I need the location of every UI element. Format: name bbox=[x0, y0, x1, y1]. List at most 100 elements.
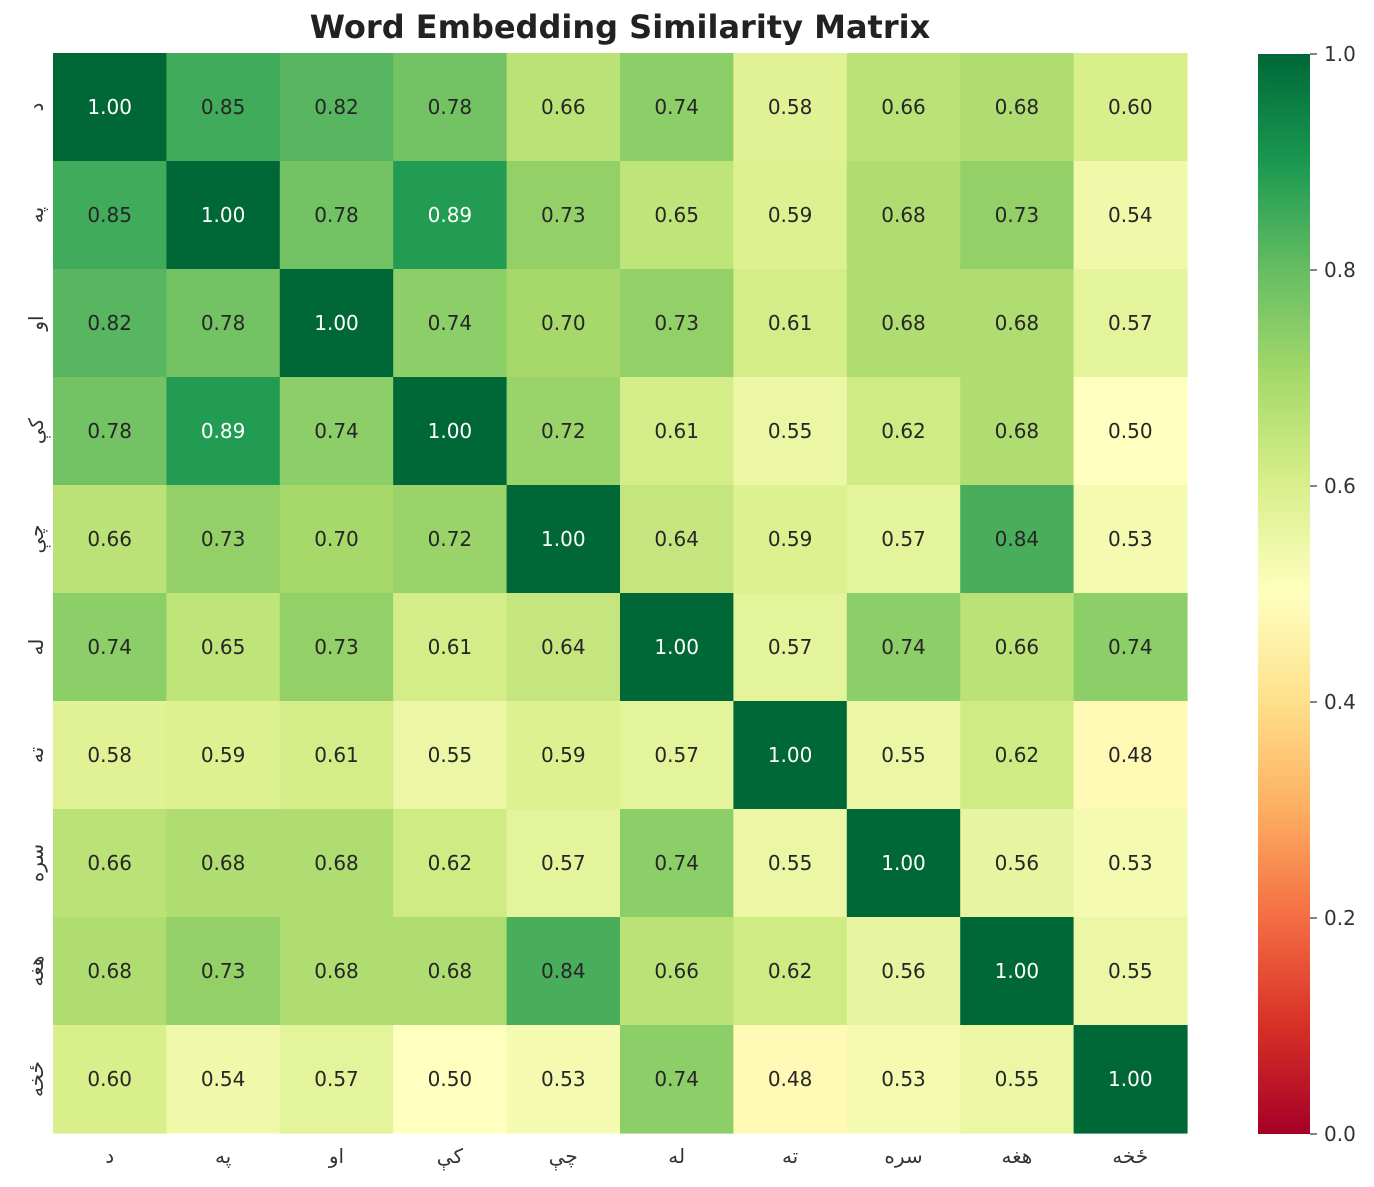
heatmap-cell bbox=[846, 53, 961, 162]
cell-value-label: 0.55 bbox=[768, 851, 813, 875]
cell-value-label: 1.00 bbox=[768, 743, 813, 767]
heatmap-cell bbox=[166, 161, 281, 270]
heatmap-cell bbox=[506, 53, 621, 162]
cell-value-label: 0.78 bbox=[428, 95, 473, 119]
chart-title: Word Embedding Similarity Matrix bbox=[309, 8, 931, 46]
cell-value-label: 0.59 bbox=[768, 527, 813, 551]
cell-value-label: 0.57 bbox=[1108, 311, 1153, 335]
cell-value-label: 0.58 bbox=[87, 743, 132, 767]
cell-value-label: 0.66 bbox=[995, 635, 1040, 659]
cell-value-label: 0.61 bbox=[314, 743, 359, 767]
cell-value-label: 0.48 bbox=[768, 1067, 813, 1091]
cell-value-label: 0.68 bbox=[428, 959, 473, 983]
heatmap-cell bbox=[506, 809, 621, 918]
heatmap-cell bbox=[393, 809, 508, 918]
heatmap-annotations: 1.00 0.85 0.82 0.78 0.66 0.74 0.58 0.66 0.68 0.60… bbox=[87, 95, 1152, 1091]
cell-value-label: 0.65 bbox=[201, 635, 246, 659]
cell-value-label: 0.54 bbox=[201, 1067, 246, 1091]
colorbar: 0.0 0.2 0.4 0.6 0.8 1.0 bbox=[1258, 42, 1356, 1146]
x-tick-label: د bbox=[105, 1144, 114, 1168]
cell-value-label: 1.00 bbox=[654, 635, 699, 659]
heatmap-cell bbox=[166, 269, 281, 378]
cell-value-label: 1.00 bbox=[1108, 1067, 1153, 1091]
cell-value-label: 0.82 bbox=[87, 311, 132, 335]
y-tick-label: سره bbox=[24, 844, 48, 882]
heatmap-cell bbox=[1073, 809, 1188, 918]
cell-value-label: 0.66 bbox=[881, 95, 926, 119]
heatmap-cell bbox=[1073, 161, 1188, 270]
heatmap-cell bbox=[506, 917, 621, 1026]
heatmap-cell bbox=[846, 593, 961, 702]
x-axis-ticks: د په او کې چې له ته سره هغه ځخه bbox=[105, 1144, 1148, 1171]
heatmap-cell bbox=[166, 593, 281, 702]
heatmap-cell bbox=[393, 701, 508, 810]
cell-value-label: 0.60 bbox=[1108, 95, 1153, 119]
heatmap-cell bbox=[620, 485, 734, 594]
heatmap-cell bbox=[620, 1025, 734, 1134]
cell-value-label: 0.74 bbox=[428, 311, 473, 335]
heatmap-cell bbox=[166, 485, 281, 594]
cell-value-label: 0.58 bbox=[768, 95, 813, 119]
heatmap-cell bbox=[620, 701, 734, 810]
cell-value-label: 0.70 bbox=[541, 311, 586, 335]
cell-value-label: 0.84 bbox=[541, 959, 586, 983]
cell-value-label: 0.59 bbox=[201, 743, 246, 767]
heatmap-cell bbox=[960, 1025, 1075, 1134]
heatmap-cell bbox=[166, 1025, 281, 1134]
cell-value-label: 0.48 bbox=[1108, 743, 1153, 767]
cell-value-label: 0.85 bbox=[201, 95, 246, 119]
cell-value-label: 0.74 bbox=[1108, 635, 1153, 659]
cell-value-label: 0.50 bbox=[1108, 419, 1153, 443]
cell-value-label: 0.57 bbox=[654, 743, 699, 767]
cell-value-label: 0.64 bbox=[654, 527, 699, 551]
heatmap-cell bbox=[53, 53, 167, 162]
cell-value-label: 0.65 bbox=[654, 203, 699, 227]
cell-value-label: 0.54 bbox=[1108, 203, 1153, 227]
cell-value-label: 0.82 bbox=[314, 95, 359, 119]
heatmap-cell bbox=[393, 1025, 508, 1134]
cell-value-label: 0.73 bbox=[201, 959, 246, 983]
heatmap-cell bbox=[960, 269, 1075, 378]
y-tick-label: په bbox=[24, 207, 49, 223]
heatmap-cell bbox=[53, 593, 167, 702]
colorbar-tick-label: 0.8 bbox=[1324, 258, 1356, 282]
cell-value-label: 0.62 bbox=[881, 419, 926, 443]
y-tick-label: او bbox=[24, 315, 48, 331]
heatmap-cell bbox=[393, 377, 508, 486]
heatmap-cell bbox=[279, 377, 394, 486]
cell-value-label: 0.73 bbox=[995, 203, 1040, 227]
heatmap-cell bbox=[393, 593, 508, 702]
cell-value-label: 1.00 bbox=[995, 959, 1040, 983]
heatmap-cell bbox=[393, 161, 508, 270]
cell-value-label: 0.55 bbox=[1108, 959, 1153, 983]
heatmap-cell bbox=[846, 809, 961, 918]
cell-value-label: 0.78 bbox=[87, 419, 132, 443]
heatmap-cell bbox=[846, 701, 961, 810]
y-tick-label: د bbox=[24, 103, 48, 112]
heatmap-cell bbox=[733, 485, 848, 594]
heatmap-cell bbox=[960, 161, 1075, 270]
heatmap-cell bbox=[1073, 53, 1188, 162]
heatmap-cell bbox=[279, 917, 394, 1026]
cell-value-label: 0.74 bbox=[654, 851, 699, 875]
y-tick-label: ته bbox=[24, 747, 48, 763]
x-tick-label: ځخه bbox=[1112, 1144, 1148, 1168]
cell-value-label: 0.53 bbox=[1108, 851, 1153, 875]
heatmap-cell bbox=[960, 485, 1075, 594]
heatmap-cells bbox=[53, 53, 1188, 1134]
x-tick-label: کې bbox=[437, 1144, 464, 1171]
cell-value-label: 0.59 bbox=[768, 203, 813, 227]
cell-value-label: 0.59 bbox=[541, 743, 586, 767]
x-tick-label: په bbox=[215, 1144, 231, 1169]
heatmap-cell bbox=[53, 1025, 167, 1134]
heatmap-cell bbox=[279, 161, 394, 270]
cell-value-label: 0.66 bbox=[541, 95, 586, 119]
heatmap-cell bbox=[960, 53, 1075, 162]
heatmap-cell bbox=[846, 269, 961, 378]
heatmap-cell bbox=[846, 161, 961, 270]
heatmap-cell bbox=[620, 161, 734, 270]
heatmap-cell bbox=[279, 485, 394, 594]
heatmap-cell bbox=[733, 593, 848, 702]
heatmap-cell bbox=[166, 809, 281, 918]
